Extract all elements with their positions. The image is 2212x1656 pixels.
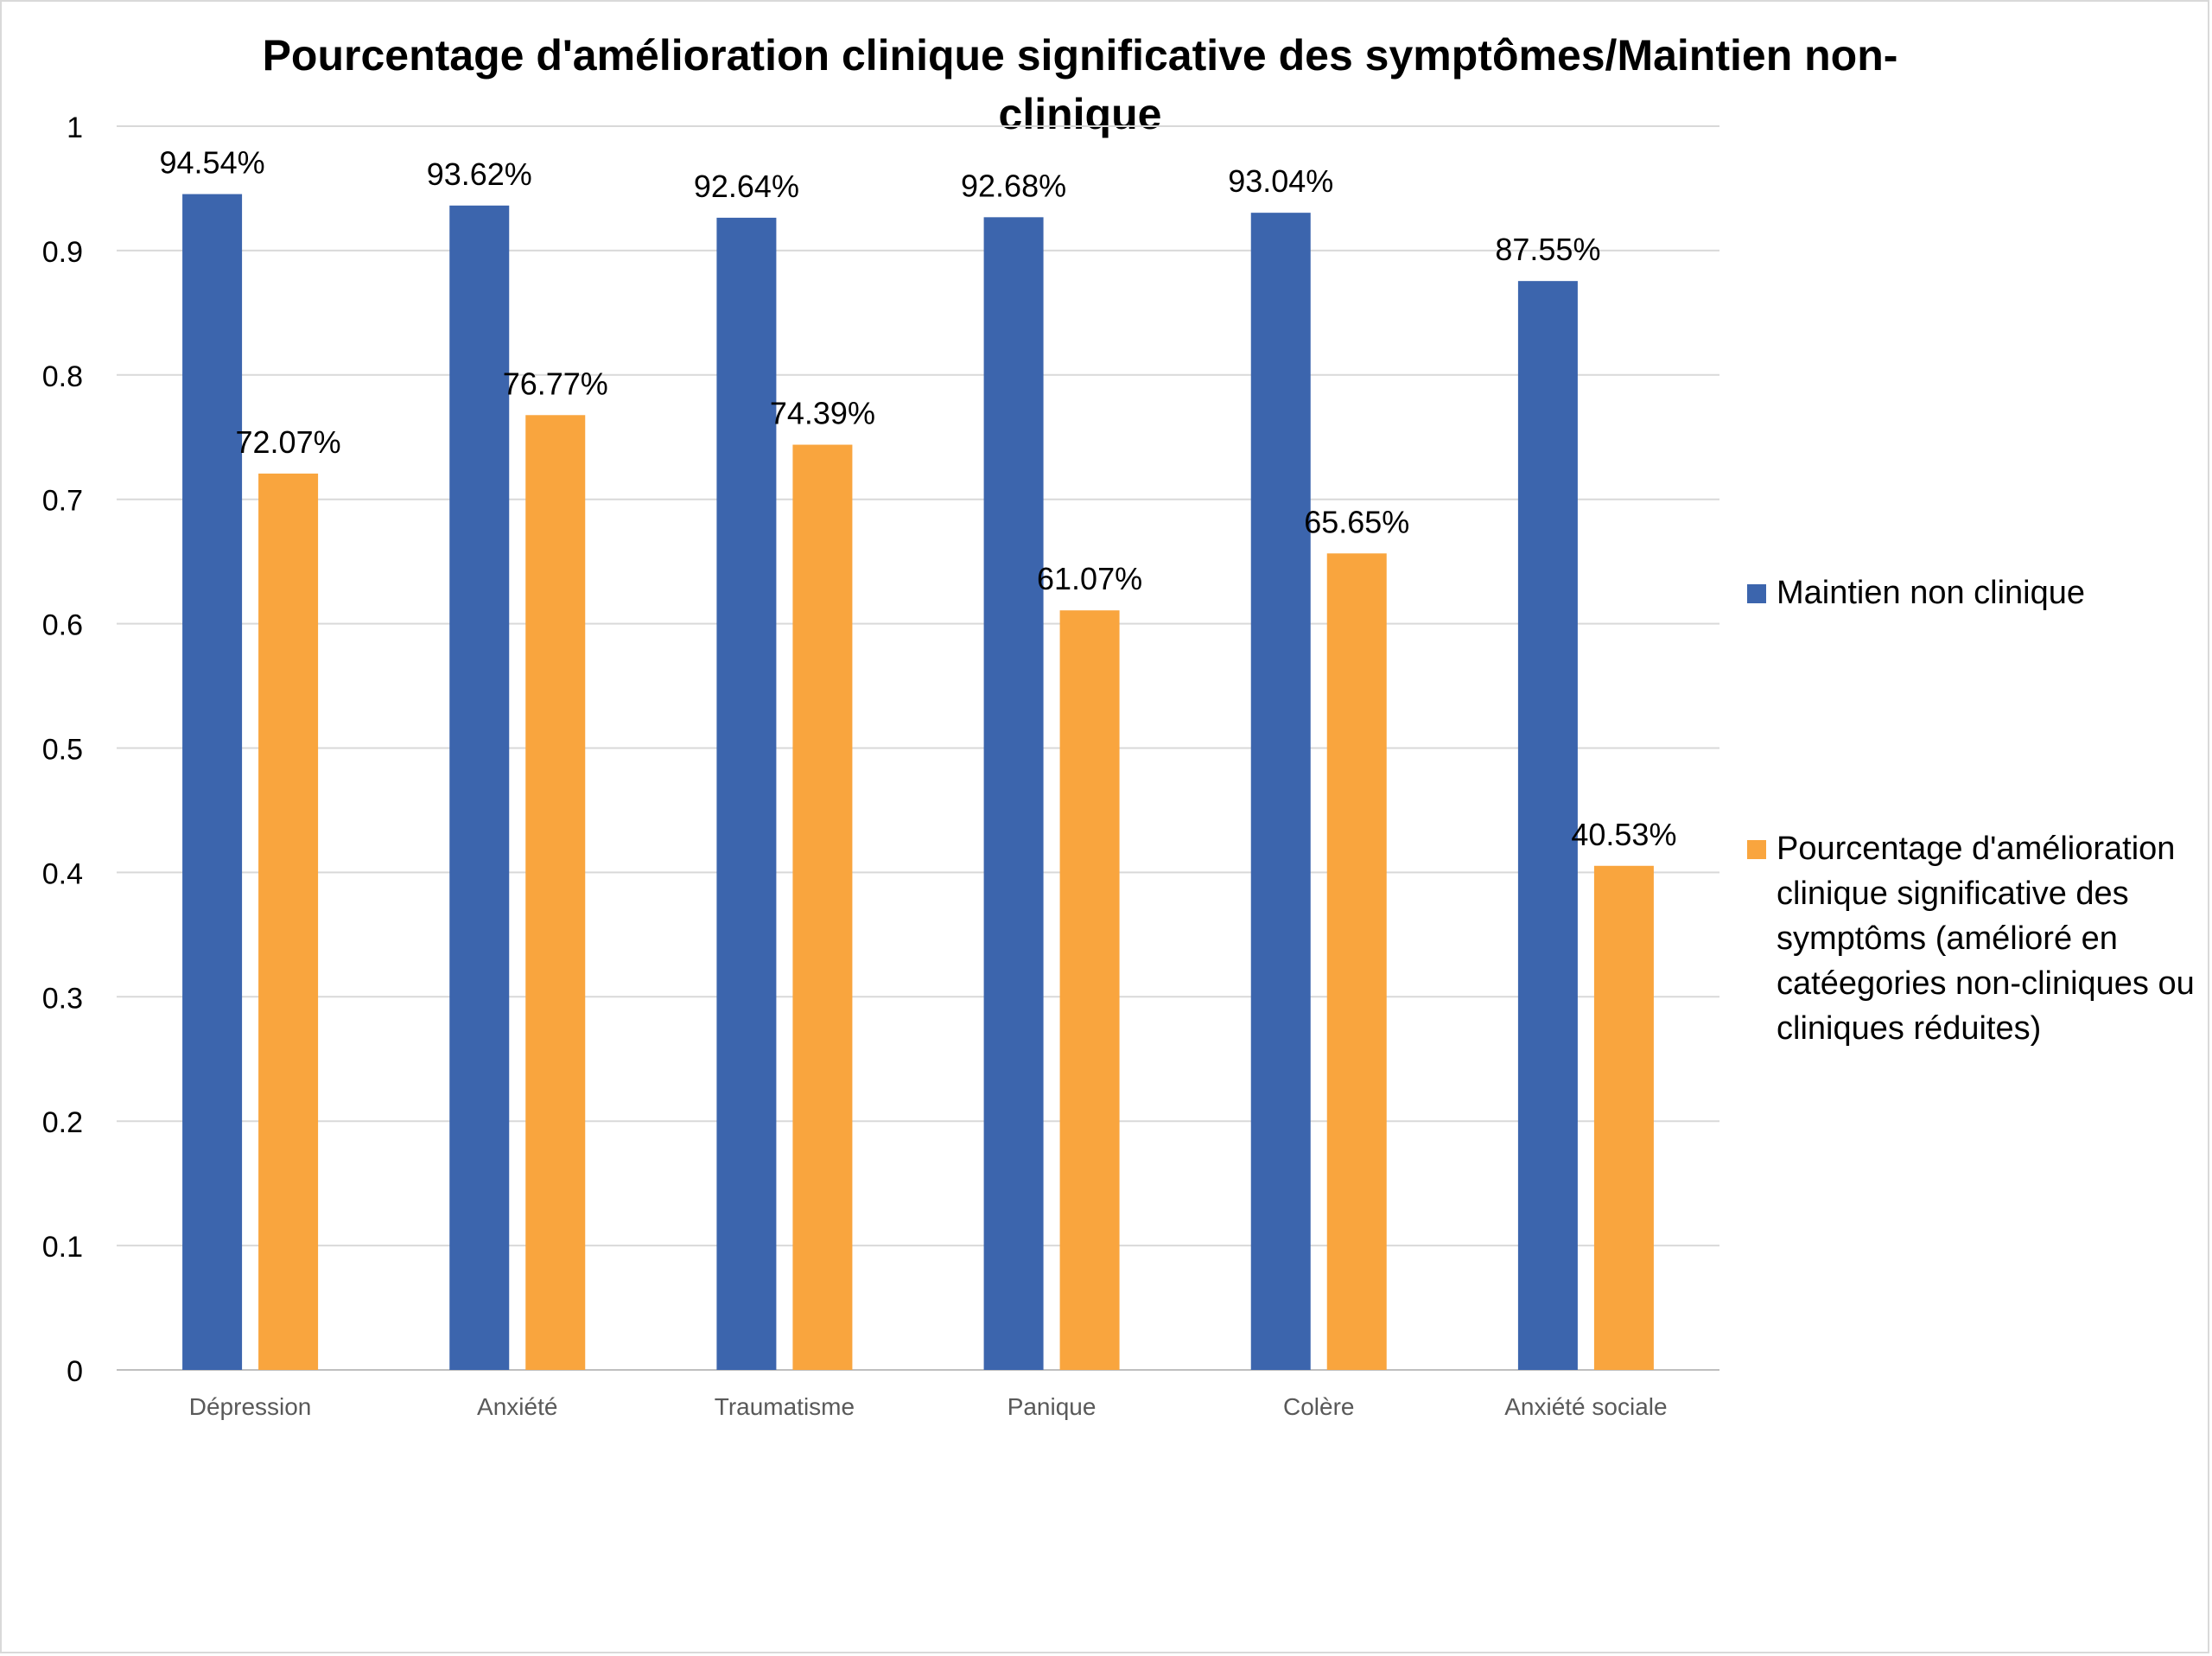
data-label: 93.04% bbox=[1228, 163, 1333, 199]
bar-series-2 bbox=[792, 444, 853, 1371]
x-tick-label: Panique bbox=[1007, 1393, 1096, 1420]
y-tick-label: 0.7 bbox=[42, 485, 83, 518]
chart-title: Pourcentage d'amélioration clinique sign… bbox=[262, 31, 1898, 138]
bar-series-1 bbox=[182, 194, 243, 1371]
data-label: 61.07% bbox=[1037, 561, 1142, 596]
y-tick-label: 0.9 bbox=[42, 236, 83, 269]
data-labels: 94.54% 72.07% 93.62% 76.77% 92.64% 74.39% 92.6… bbox=[160, 145, 1677, 852]
legend-item-series-2: Pourcentage d'amélioration clinique sign… bbox=[1747, 826, 2196, 1051]
bar-series-2 bbox=[525, 415, 586, 1371]
x-tick-label: Anxiété sociale bbox=[1504, 1393, 1667, 1420]
y-tick-label: 0.8 bbox=[42, 360, 83, 393]
bar-series-1 bbox=[1517, 281, 1578, 1370]
y-tick-label: 1 bbox=[67, 111, 83, 144]
data-label: 76.77% bbox=[503, 366, 608, 401]
data-label: 87.55% bbox=[1495, 232, 1600, 267]
bar-series-1 bbox=[449, 205, 510, 1370]
y-tick-label: 0.1 bbox=[42, 1231, 83, 1264]
data-label: 72.07% bbox=[236, 424, 341, 460]
data-label: 94.54% bbox=[160, 145, 265, 181]
legend-swatch-series-1 bbox=[1747, 584, 1766, 603]
x-tick-label: Traumatisme bbox=[715, 1393, 855, 1420]
legend-item-series-1: Maintien non clinique bbox=[1747, 570, 2196, 615]
data-label: 65.65% bbox=[1304, 504, 1409, 539]
y-tick-label: 0.3 bbox=[42, 982, 83, 1015]
data-label: 92.68% bbox=[961, 168, 1066, 203]
y-tick-label: 0 bbox=[67, 1355, 83, 1388]
y-tick-label: 0.5 bbox=[42, 734, 83, 767]
legend-swatch-series-2 bbox=[1747, 840, 1766, 859]
bar-series-2 bbox=[1059, 610, 1120, 1370]
data-label: 40.53% bbox=[1571, 817, 1676, 852]
data-label: 93.62% bbox=[427, 156, 532, 192]
bar-series-2 bbox=[258, 473, 319, 1370]
bar-series-1 bbox=[983, 217, 1044, 1370]
bar-series-1 bbox=[1250, 213, 1311, 1370]
legend-label-series-1: Maintien non clinique bbox=[1777, 575, 2086, 611]
y-axis-ticks: 0 0.1 0.2 0.3 0.4 0.5 0.6 0.7 0.8 0.9 1 bbox=[42, 111, 83, 1388]
data-label: 74.39% bbox=[770, 396, 875, 431]
bar-series-1 bbox=[716, 217, 777, 1370]
x-tick-label: Dépression bbox=[189, 1393, 312, 1420]
data-label: 92.64% bbox=[694, 169, 799, 204]
y-tick-label: 0.6 bbox=[42, 609, 83, 642]
y-tick-label: 0.4 bbox=[42, 857, 83, 890]
x-tick-label: Anxiété bbox=[477, 1393, 557, 1420]
legend-label-series-2: Pourcentage d'amélioration clinique sign… bbox=[1777, 831, 2195, 1047]
x-axis-ticks: Dépression Anxiété Traumatisme Panique Colèr… bbox=[189, 1393, 1668, 1420]
bar-series-2 bbox=[1326, 553, 1387, 1370]
gridlines bbox=[117, 125, 1719, 1371]
bars bbox=[182, 194, 1654, 1371]
bar-series-2 bbox=[1593, 865, 1654, 1370]
y-tick-label: 0.2 bbox=[42, 1106, 83, 1139]
x-tick-label: Colère bbox=[1283, 1393, 1354, 1420]
